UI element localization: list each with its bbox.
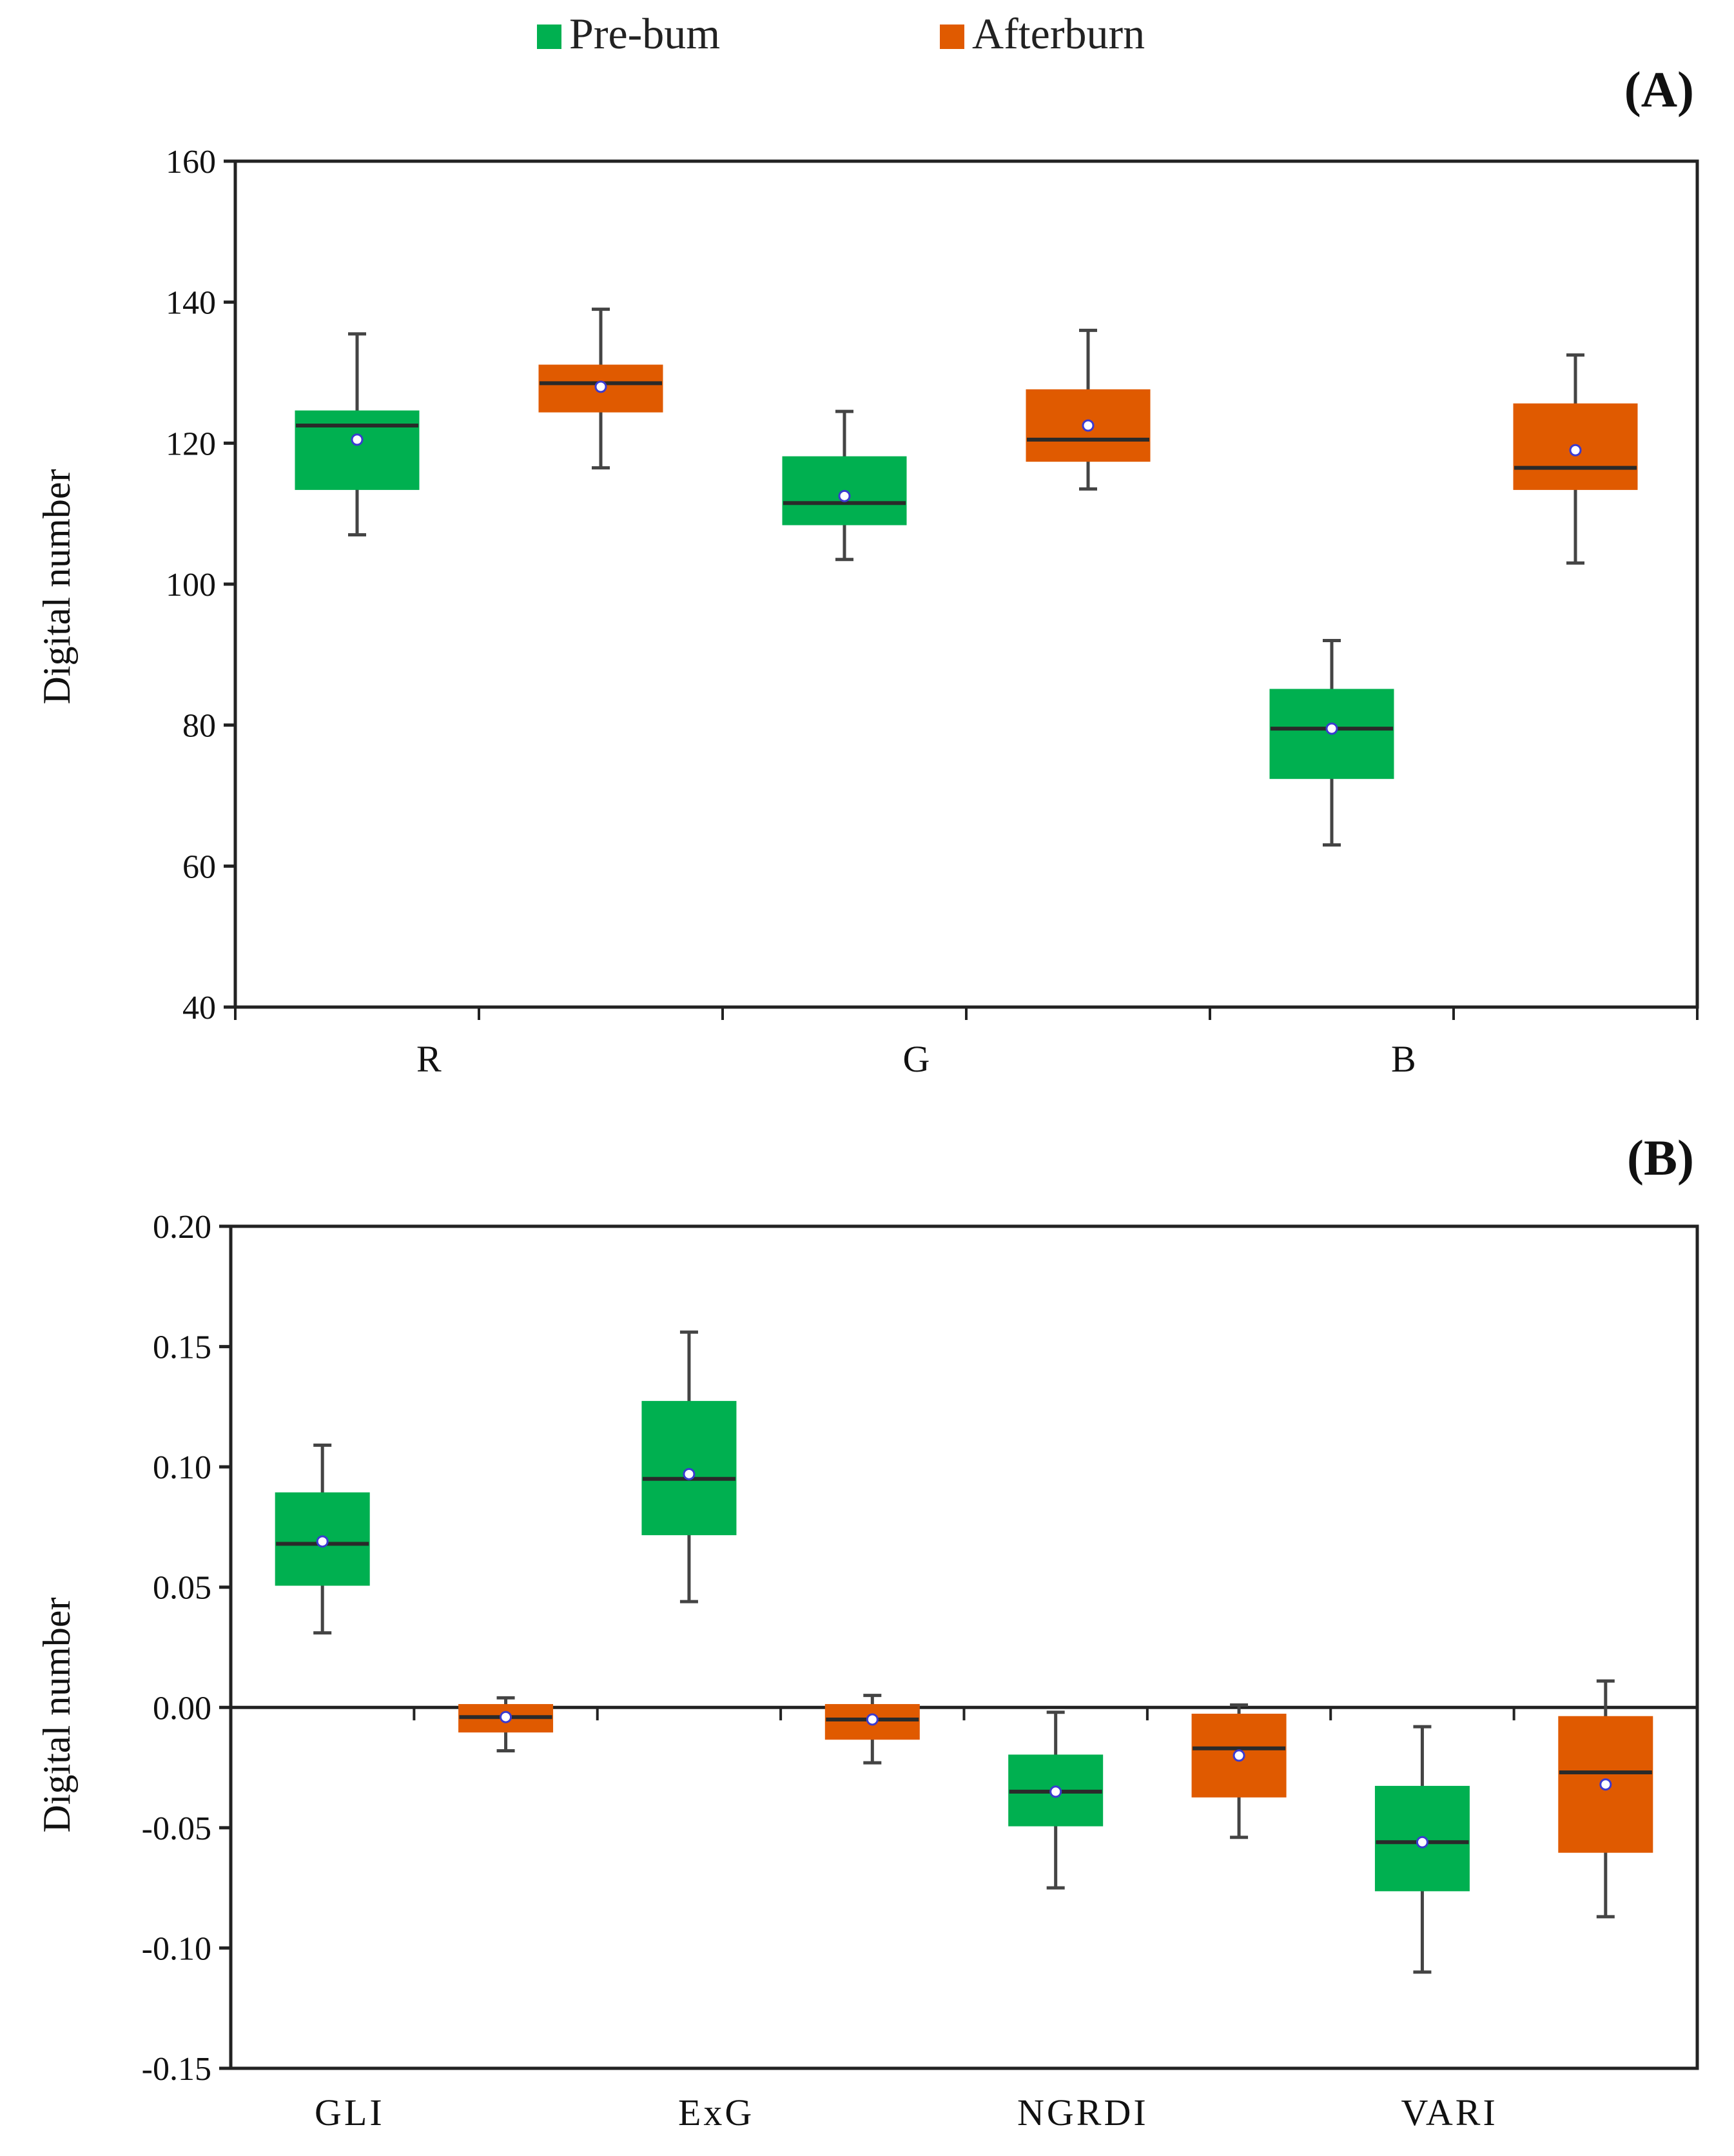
y-tick-label: 100 xyxy=(166,567,216,603)
box-r-prebum xyxy=(295,332,420,536)
box-ngrdi-afterburn xyxy=(1191,1703,1287,1839)
y-axis-ticks-a: 40 60 80 100 120 140 160 xyxy=(166,144,235,1026)
mean-marker xyxy=(1569,444,1582,456)
y-axis-label-a: Digital number xyxy=(35,469,78,705)
mean-marker xyxy=(1082,419,1095,432)
mean-marker xyxy=(500,1710,512,1723)
panel-label-a: (A) xyxy=(1624,61,1694,117)
x-category-label: ExG xyxy=(678,2092,754,2133)
box-r-afterburn xyxy=(538,308,663,470)
chart-panel-b: (B) Digital number -0.15 -0.10 -0.05 0.00 0.… xyxy=(35,1130,1699,2133)
x-category-label: B xyxy=(1391,1038,1419,1080)
x-axis-ticks-a xyxy=(234,1007,1699,1020)
y-axis-label-b: Digital number xyxy=(35,1598,78,1833)
panel-label-b: (B) xyxy=(1627,1130,1694,1186)
boxes-a xyxy=(295,308,1638,847)
x-axis-categories-b: GLI ExG NGRDI VARI xyxy=(315,2092,1497,2133)
x-category-label: GLI xyxy=(315,2092,385,2133)
mean-marker xyxy=(683,1467,696,1480)
x-category-label: G xyxy=(902,1038,932,1080)
box-g-afterburn xyxy=(1026,328,1151,491)
y-tick-label: 160 xyxy=(166,144,216,181)
legend-label-prebum: Pre-bum xyxy=(569,9,720,58)
boxes-b xyxy=(275,1330,1653,1974)
mean-marker xyxy=(351,433,364,446)
mean-marker xyxy=(866,1713,879,1726)
x-category-label: R xyxy=(416,1038,444,1080)
y-tick-label: 0.15 xyxy=(153,1329,211,1366)
box-gli-prebum xyxy=(275,1444,370,1635)
box-exg-afterburn xyxy=(824,1694,920,1765)
box-gli-afterburn xyxy=(458,1696,554,1752)
legend-swatch-afterburn xyxy=(940,24,964,49)
y-tick-label: -0.15 xyxy=(142,2051,211,2088)
y-tick-label: 40 xyxy=(182,990,216,1026)
box-g-prebum xyxy=(782,409,907,562)
mean-marker xyxy=(1416,1836,1428,1848)
y-axis-ticks-b: -0.15 -0.10 -0.05 0.00 0.05 0.10 0.15 0.20 xyxy=(142,1209,231,2088)
legend-label-afterburn: Afterburn xyxy=(972,9,1145,58)
box-vari-prebum xyxy=(1374,1725,1470,1974)
mean-marker xyxy=(1232,1749,1245,1762)
y-tick-label: 140 xyxy=(166,285,216,322)
box-ngrdi-prebum xyxy=(1008,1710,1104,1890)
plot-area-b xyxy=(229,1224,1699,2070)
x-category-label: NGRDI xyxy=(1017,2092,1149,2133)
y-tick-label: -0.05 xyxy=(142,1810,211,1847)
y-tick-label: 0.10 xyxy=(153,1449,211,1486)
mean-marker xyxy=(316,1535,329,1548)
y-tick-label: 80 xyxy=(182,708,216,745)
legend-swatch-prebum xyxy=(537,24,561,49)
y-tick-label: 0.05 xyxy=(153,1570,211,1607)
mean-marker xyxy=(1049,1785,1062,1798)
box-b-prebum xyxy=(1269,638,1394,847)
zero-line-b xyxy=(231,1705,1697,1721)
mean-marker xyxy=(1325,722,1338,735)
x-category-label: VARI xyxy=(1401,2092,1497,2133)
mean-marker xyxy=(1599,1778,1612,1791)
plot-area-a xyxy=(233,159,1699,1009)
y-tick-label: 0.00 xyxy=(153,1690,211,1727)
box-exg-prebum xyxy=(641,1330,737,1603)
y-tick-label: 0.20 xyxy=(153,1209,211,1246)
box-vari-afterburn xyxy=(1558,1679,1653,1919)
y-tick-label: 60 xyxy=(182,848,216,885)
mean-marker xyxy=(594,380,607,393)
chart-panel-a: (A) Digital number 40 60 80 100 120 140 160 R G… xyxy=(35,61,1699,1080)
legend: Pre-bum Afterburn xyxy=(537,9,1145,58)
box-b-afterburn xyxy=(1513,353,1638,565)
mean-marker xyxy=(838,489,851,502)
box-iqr xyxy=(295,410,420,490)
y-tick-label: -0.10 xyxy=(142,1930,211,1967)
y-tick-label: 120 xyxy=(166,426,216,462)
